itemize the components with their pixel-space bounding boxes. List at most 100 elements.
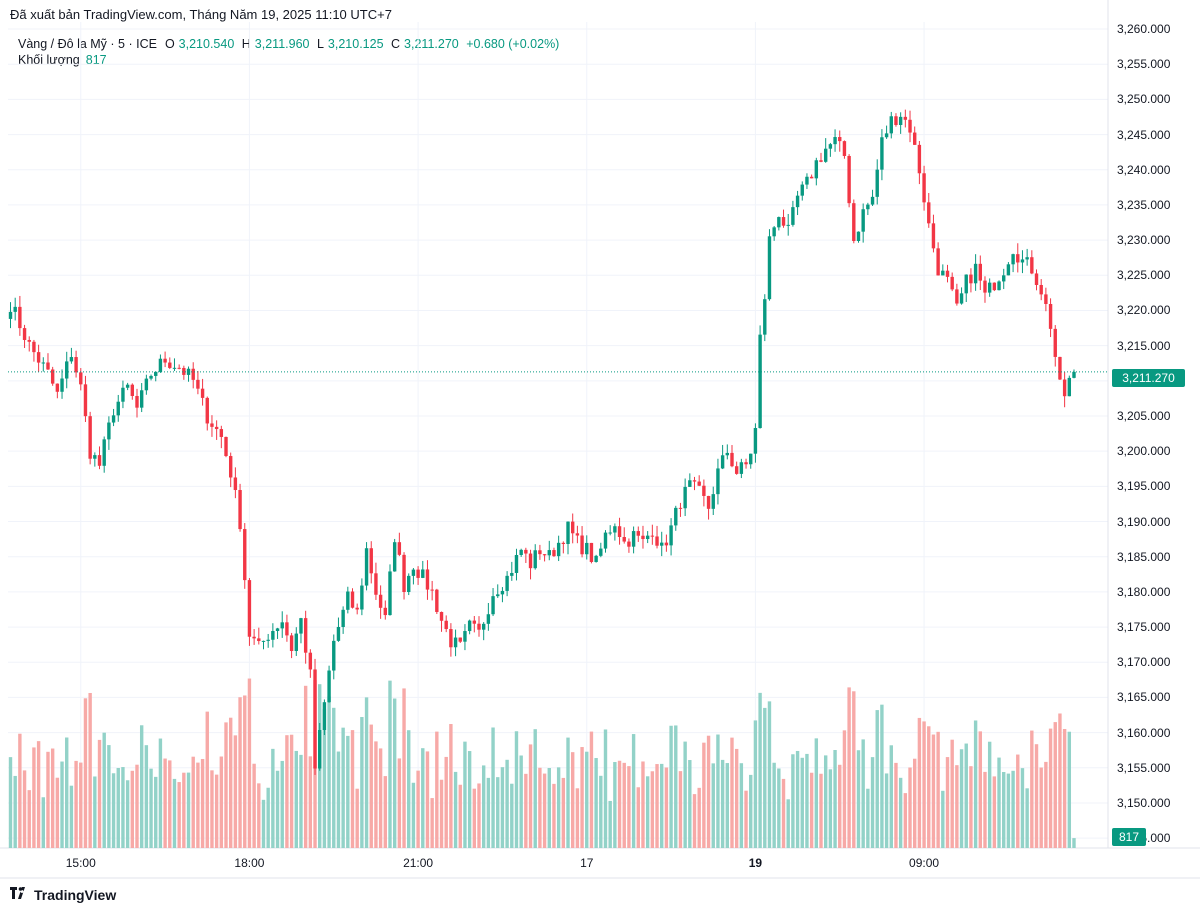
volume-bar: [205, 711, 209, 848]
volume-bar: [622, 762, 626, 848]
candle-body: [177, 367, 181, 369]
candle-body: [716, 468, 720, 495]
candle-body: [809, 176, 814, 179]
candle-body: [285, 622, 289, 636]
volume-bar: [1048, 728, 1053, 848]
volume-bar: [458, 784, 462, 848]
volume-bar: [772, 762, 776, 848]
volume-bar: [1072, 838, 1076, 848]
price-tick-label: 3,155.000: [1117, 760, 1171, 775]
volume-bar: [378, 748, 383, 848]
candle-body: [1011, 254, 1015, 265]
volume-bar: [913, 758, 917, 848]
candle-body: [753, 428, 758, 454]
volume-bar: [481, 765, 486, 848]
price-tick-label: 3,150.000: [1117, 795, 1171, 810]
candle-body: [631, 531, 636, 547]
candle-body: [491, 596, 495, 615]
time-tick-label: 17: [580, 856, 594, 870]
candle-body: [496, 594, 500, 597]
volume-bar: [416, 770, 420, 848]
symbol-title[interactable]: Vàng / Đô la Mỹ · 5 · ICE: [18, 37, 157, 51]
candle-body: [1058, 356, 1062, 380]
volume-bar: [838, 764, 842, 848]
volume-bar: [430, 798, 434, 848]
candle-body: [41, 362, 45, 364]
candle-body: [93, 455, 97, 459]
volume-bar: [439, 779, 444, 848]
volume-bar: [777, 768, 781, 848]
volume-bar: [641, 761, 645, 848]
volume-bar: [299, 754, 303, 848]
high-value: 3,211.960: [254, 37, 310, 51]
candle-body: [252, 636, 256, 639]
volume-bar: [556, 767, 561, 848]
candle-body: [627, 541, 631, 547]
volume-label[interactable]: Khối lượng: [18, 53, 80, 67]
volume-bar: [243, 695, 247, 848]
candle-body: [481, 623, 486, 630]
volume-bar: [1025, 788, 1029, 848]
candle-body: [889, 116, 893, 134]
candle-body: [538, 550, 542, 555]
volume-bar: [828, 769, 833, 848]
volume-bar: [154, 776, 158, 848]
volume-bar: [767, 701, 772, 848]
volume-bar: [589, 731, 594, 848]
volume-bar: [969, 766, 973, 848]
price-tick-label: 3,185.000: [1117, 549, 1171, 564]
candle-body: [758, 334, 762, 429]
tradingview-footer[interactable]: TradingView: [10, 886, 116, 903]
volume-bar: [734, 748, 739, 848]
volume-bar: [308, 756, 313, 848]
volume-bar: [453, 771, 458, 848]
volume-bar: [486, 777, 491, 848]
candle-body: [1030, 257, 1034, 274]
volume-bar: [847, 687, 851, 848]
candle-body: [228, 456, 233, 478]
price-tick-label: 3,215.000: [1117, 338, 1171, 353]
candle-body: [645, 535, 650, 540]
volume-bar: [861, 739, 865, 848]
volume-bar: [32, 747, 36, 848]
candle-body: [191, 368, 195, 380]
candle-body: [791, 207, 795, 225]
candle-body: [8, 311, 13, 319]
volume-bar: [336, 751, 341, 848]
candle-body: [500, 590, 505, 595]
candle-body: [866, 204, 870, 210]
volume-bar: [467, 751, 472, 848]
volume-bar: [922, 721, 926, 848]
candle-body: [875, 169, 879, 197]
candle-body: [135, 395, 139, 408]
price-tick-label: 3,260.000: [1117, 22, 1171, 37]
volume-bar: [903, 793, 908, 848]
volume-bar: [505, 759, 509, 848]
candle-body: [880, 137, 884, 170]
candle-body: [969, 274, 973, 284]
volume-bar: [275, 770, 280, 848]
volume-bar: [889, 745, 893, 848]
candle-body: [313, 669, 317, 769]
volume-bar: [510, 783, 514, 848]
candle-body: [13, 306, 17, 312]
candle-body: [936, 248, 940, 276]
volume-bar: [1002, 772, 1006, 848]
candle-body: [168, 362, 172, 368]
candle-body: [964, 274, 968, 294]
candle-body: [524, 549, 528, 554]
candle-body: [158, 358, 163, 372]
candle-body: [927, 202, 931, 224]
price-tick-label: 3,190.000: [1117, 514, 1171, 529]
candle-body: [210, 423, 214, 427]
volume-bar: [261, 799, 266, 848]
candle-body: [739, 462, 744, 474]
volume-bar: [374, 741, 378, 848]
candle-body: [1044, 294, 1048, 304]
volume-bar: [271, 748, 275, 848]
candle-body: [1039, 284, 1043, 295]
candle-body: [378, 594, 383, 608]
volume-bar: [252, 763, 256, 848]
volume-bar: [444, 756, 448, 848]
